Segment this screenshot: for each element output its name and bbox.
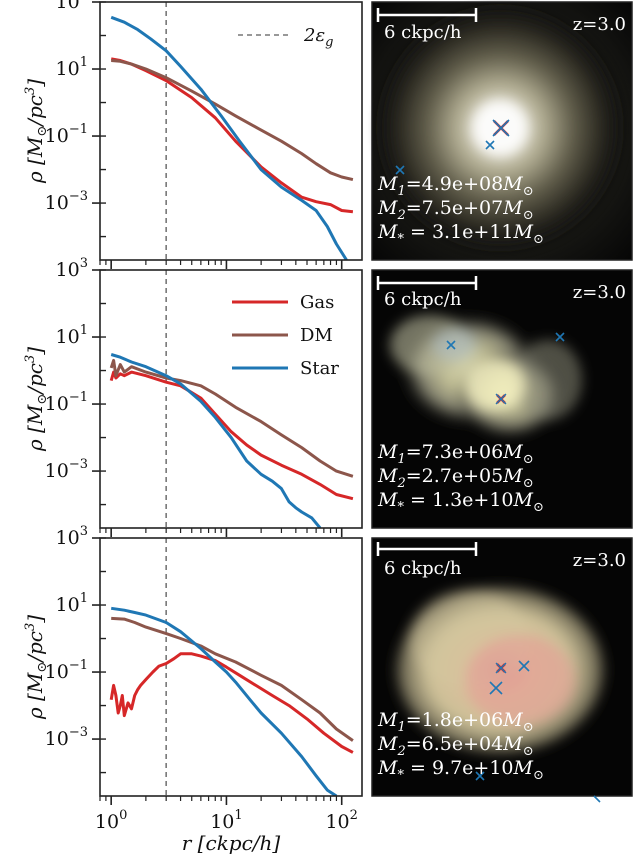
projection-image-1: 6 ckpc/h z=3.0 M1=4.9e+08M⊙M2=7.5e+07M⊙M…: [371, 1, 633, 261]
series-line-dm: [111, 59, 354, 182]
marker-cross-icon: [492, 119, 510, 137]
scale-bar: [376, 8, 478, 22]
y-tick-label: 101: [56, 323, 88, 348]
mass-line: M* = 1.3e+10M⊙: [377, 489, 544, 515]
series-layer: [110, 2, 354, 260]
subhalo-markers: [475, 660, 601, 803]
scale-bar-label: 6 ckpc/h: [384, 289, 462, 310]
mass-annotations: M1=1.8e+06M⊙M2=6.5e+04M⊙M* = 9.7e+10M⊙: [377, 709, 544, 783]
marker-cross-icon: [495, 393, 507, 405]
mass-annotations: M1=4.9e+08M⊙M2=7.5e+07M⊙M* = 3.1e+11M⊙: [377, 173, 544, 247]
mass-line: M* = 9.7e+10M⊙: [377, 757, 544, 783]
axes-frame: [99, 537, 363, 797]
redshift-label: z=3.0: [573, 550, 626, 571]
legend: Gas DM Star: [232, 292, 339, 379]
marker-cross-icon: [495, 662, 507, 674]
series-line-gas: [109, 652, 354, 754]
ticks-layer: 103 101 10−1 10−3: [45, 0, 343, 269]
y-axis-label: ρ [M⊙/pc3]: [23, 615, 50, 720]
legend-vline-label: 2εg: [303, 25, 333, 50]
axes-frame: [99, 269, 363, 529]
mass-annotations: M1=7.3e+06M⊙M2=2.7e+05M⊙M* = 1.3e+10M⊙: [377, 441, 544, 515]
marker-cross-icon: [518, 660, 530, 672]
marker-cross-icon: [485, 140, 495, 150]
subhalo-markers: [395, 119, 510, 175]
ticks-layer: 103 101 10−1 10−3 100 101 102: [45, 524, 358, 833]
subhalo-markers: [446, 332, 565, 405]
y-tick-label: 10−3: [45, 189, 88, 214]
marker-cross-icon: [446, 340, 456, 350]
density-profile-panel-3: 103 101 10−1 10−3 100 101 102 ρ [M⊙/pc3] r [ck…: [23, 524, 363, 855]
series-layer: [109, 538, 354, 796]
legend-label-gas: Gas: [300, 292, 334, 313]
y-tick-label: 10−1: [45, 390, 88, 415]
projection-image-3: 6 ckpc/h z=3.0 M1=1.8e+06M⊙M2=6.5e+04M⊙M…: [371, 537, 633, 803]
series-layer: [109, 270, 354, 528]
mass-line: M2=2.7e+05M⊙: [377, 465, 534, 491]
y-tick-label: 10−1: [45, 122, 88, 147]
mass-line: M1=7.3e+06M⊙: [377, 441, 534, 467]
y-tick-label: 103: [56, 524, 88, 549]
series-line-gas: [110, 57, 354, 214]
series-line-star: [110, 353, 322, 528]
y-tick-label: 103: [56, 0, 88, 13]
series-line-star: [110, 15, 348, 260]
legend-label-star: Star: [300, 358, 339, 379]
y-tick-label: 101: [56, 55, 88, 80]
marker-cross-icon: [555, 332, 565, 342]
y-tick-label: 10−3: [45, 725, 88, 750]
marker-cross-icon: [489, 681, 503, 695]
y-tick-label: 101: [56, 591, 88, 616]
mass-line: M1=4.9e+08M⊙: [377, 173, 534, 199]
marker-cross-icon: [395, 165, 405, 175]
series-line-star: [110, 606, 338, 796]
density-profile-panel-1: 103 101 10−1 10−3 ρ [M⊙/pc3] 2εg: [23, 0, 363, 269]
redshift-label: z=3.0: [573, 14, 626, 35]
x-tick-label: 101: [210, 808, 242, 833]
redshift-label: z=3.0: [573, 282, 626, 303]
y-tick-label: 10−3: [45, 457, 88, 482]
series-line-dm: [109, 358, 354, 478]
density-profile-panel-2: 103 101 10−1 10−3 ρ [M⊙/pc3] Gas DM Star: [23, 256, 363, 537]
scale-bar: [376, 276, 478, 290]
mass-line: M* = 3.1e+11M⊙: [377, 221, 544, 247]
marker-cross-icon: [475, 771, 485, 781]
x-tick-label: 100: [95, 808, 127, 833]
axes-frame: [99, 1, 363, 261]
y-axis-label: ρ [M⊙/pc3]: [23, 79, 50, 184]
series-line-dm: [111, 616, 354, 742]
mass-line: M2=6.5e+04M⊙: [377, 733, 534, 759]
marker-cross-icon: [593, 795, 601, 803]
mass-line: M1=1.8e+06M⊙: [377, 709, 534, 735]
legend-label-dm: DM: [300, 325, 333, 346]
series-line-gas: [109, 370, 354, 501]
y-tick-label: 103: [56, 256, 88, 281]
y-axis-label: ρ [M⊙/pc3]: [23, 347, 50, 452]
x-tick-label: 102: [325, 808, 357, 833]
scale-bar-label: 6 ckpc/h: [384, 558, 462, 579]
scale-bar-label: 6 ckpc/h: [384, 22, 462, 43]
ticks-layer: 103 101 10−1 10−3: [45, 256, 343, 537]
y-tick-label: 10−1: [45, 658, 88, 683]
x-axis-label: r [ckpc/h]: [182, 831, 281, 855]
mass-line: M2=7.5e+07M⊙: [377, 197, 534, 223]
galaxy-glow: [390, 312, 582, 440]
scale-bar: [376, 542, 478, 556]
projection-image-2: 6 ckpc/h z=3.0 M1=7.3e+06M⊙M2=2.7e+05M⊙M…: [371, 269, 633, 529]
